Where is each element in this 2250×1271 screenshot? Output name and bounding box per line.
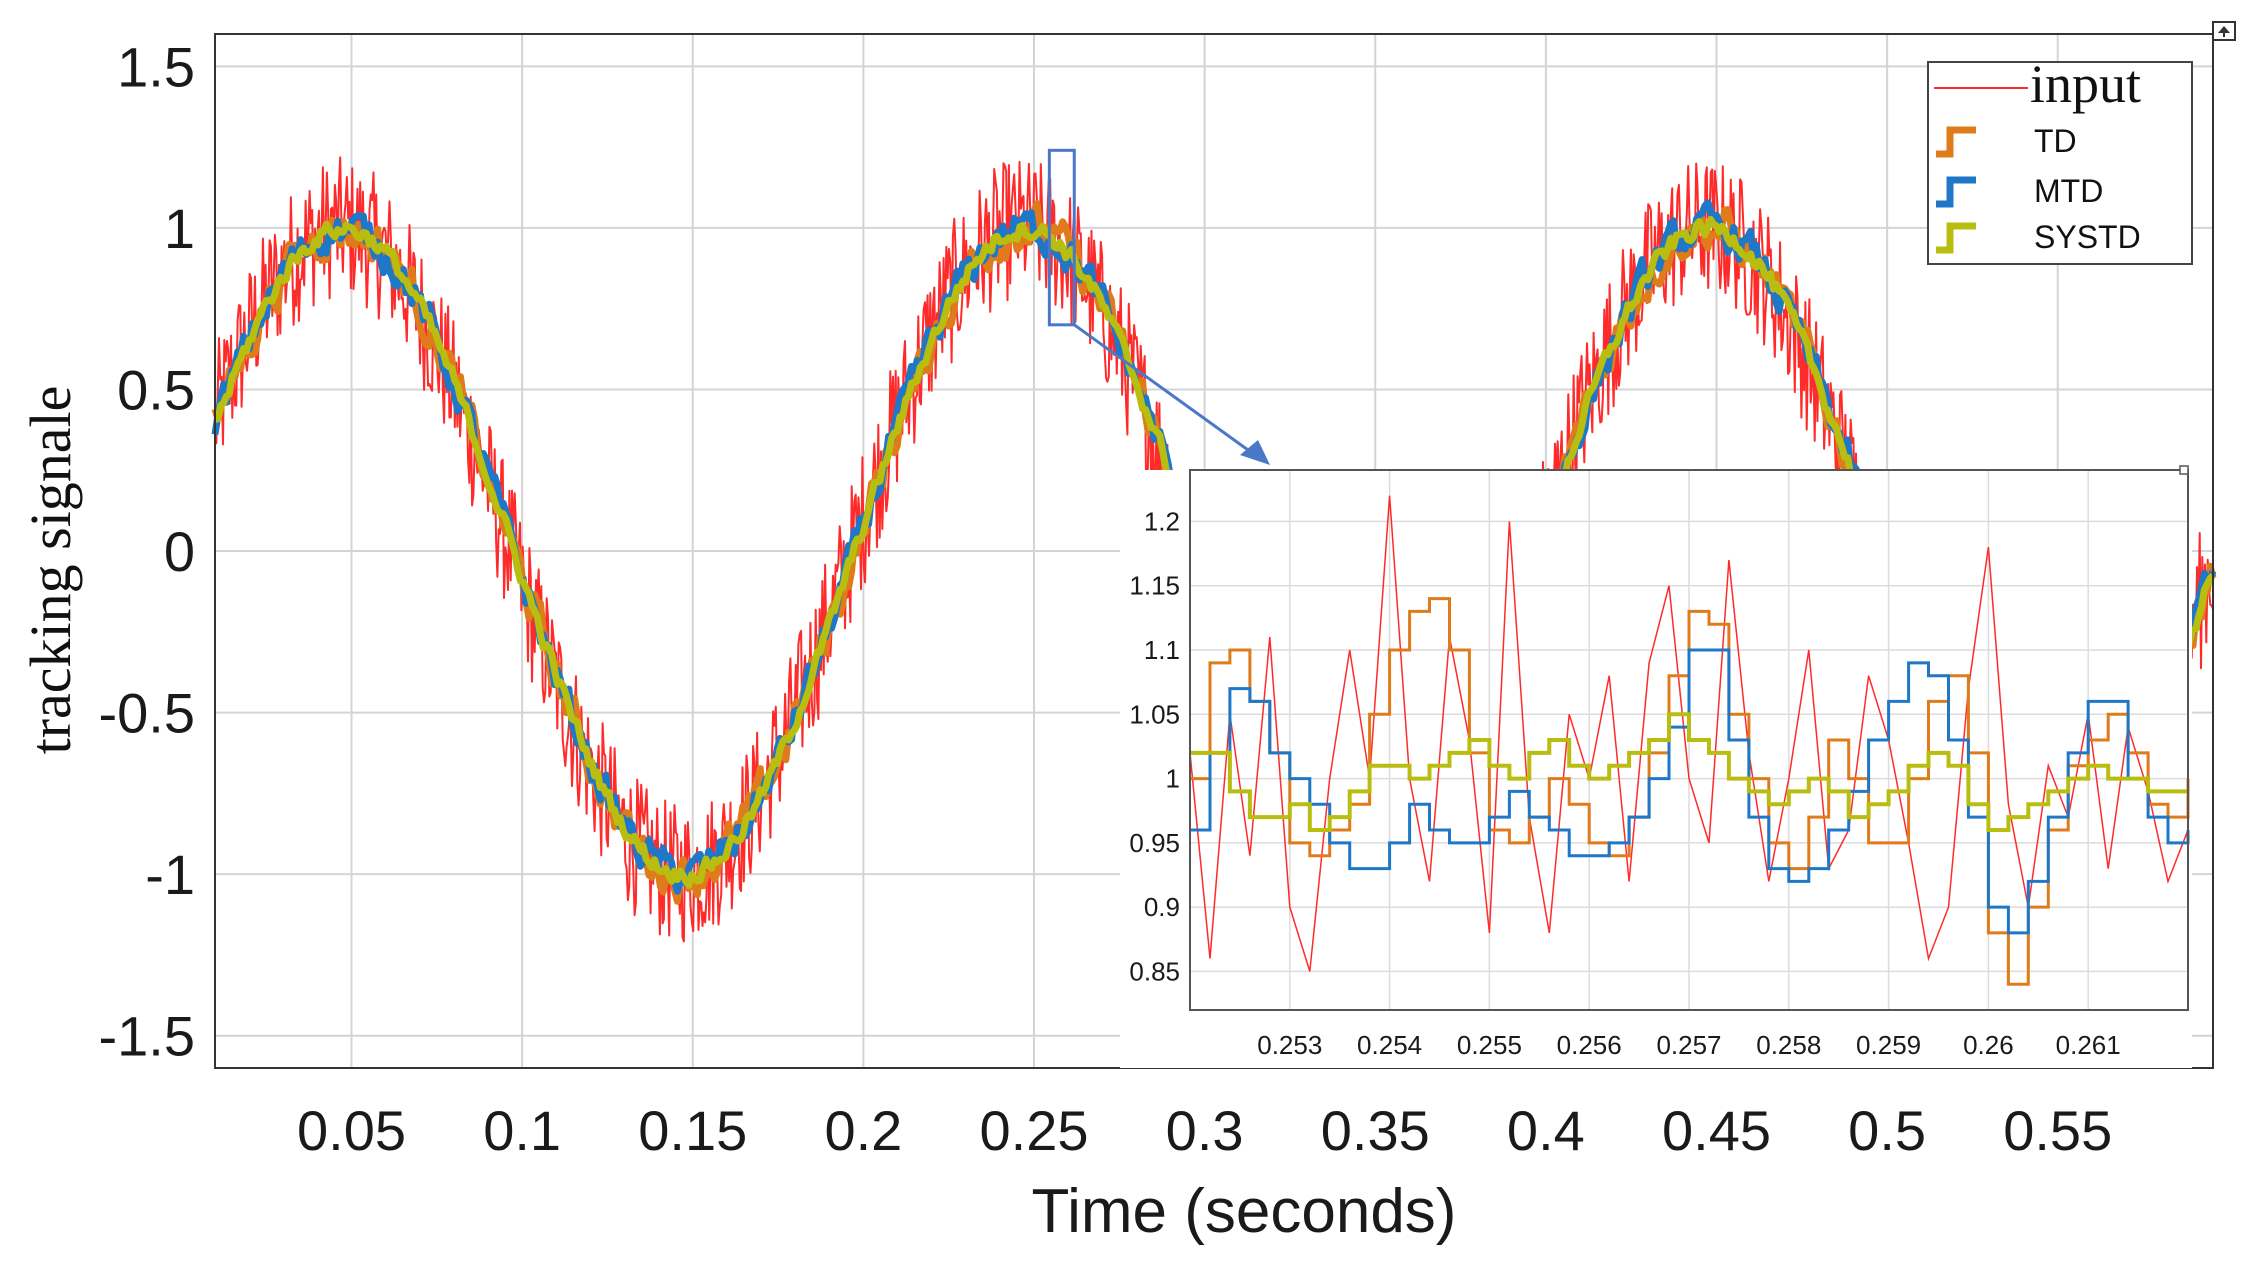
y-tick-label: 0.5 — [117, 358, 195, 421]
x-tick-label: 0.3 — [1166, 1099, 1244, 1162]
legend-label-mtd: MTD — [2034, 173, 2103, 209]
legend-swatch-td — [1936, 126, 1976, 158]
inset-y-tick-label: 0.85 — [1129, 956, 1180, 986]
inset-background — [1120, 470, 2192, 1068]
inset-x-tick-label: 0.257 — [1656, 1030, 1721, 1060]
inset-series-line-systd — [1190, 712, 2188, 832]
y-tick-label: -1.5 — [99, 1005, 196, 1068]
zoom-inset: 0.253 0.254 0.255 0.256 0.257 0.258 0.259 0.26 0… — [1120, 465, 2192, 1068]
legend: input TD MTD SYSTD — [1927, 54, 2193, 265]
zoom-arrowhead-icon — [1240, 440, 1270, 465]
x-tick-label: 0.25 — [979, 1099, 1088, 1162]
y-tick-label: 1.5 — [117, 35, 195, 98]
inset-expand-icon[interactable] — [2179, 465, 2189, 475]
y-tick-label: -1 — [145, 843, 195, 906]
inset-y-tick-label: 0.9 — [1144, 892, 1180, 922]
inset-x-tick-label: 0.254 — [1357, 1030, 1422, 1060]
inset-series-line-input — [1189, 495, 2189, 972]
main-tick-labels: 0.05 0.1 0.15 0.2 0.25 0.3 0.35 0.4 0.45 0.5 0.55 1… — [99, 35, 2113, 1162]
legend-swatch-systd — [1936, 222, 1976, 254]
inset-x-tick-label: 0.253 — [1257, 1030, 1322, 1060]
x-tick-label: 0.5 — [1848, 1099, 1926, 1162]
legend-box — [1927, 61, 2193, 265]
x-tick-label: 0.2 — [824, 1099, 902, 1162]
zoom-arrow — [1073, 323, 1256, 457]
inset-x-tick-label: 0.258 — [1756, 1030, 1821, 1060]
legend-label-td: TD — [2034, 123, 2077, 159]
inset-series-group — [1189, 495, 2190, 986]
inset-series-line-td — [1190, 597, 2190, 986]
legend-swatch-mtd — [1936, 176, 1976, 208]
zoom-region-marker — [1047, 148, 1076, 327]
inset-y-tick-label: 1.2 — [1144, 506, 1180, 536]
y-tick-label: 1 — [164, 197, 195, 260]
x-axis-label: Time (seconds) — [1032, 1177, 1457, 1246]
inset-x-tick-label: 0.261 — [2056, 1030, 2121, 1060]
x-tick-label: 0.4 — [1507, 1099, 1585, 1162]
inset-y-tick-label: 1.05 — [1129, 699, 1180, 729]
y-axis-label: tracking signale — [18, 386, 83, 755]
x-tick-label: 0.1 — [483, 1099, 561, 1162]
legend-label-systd: SYSTD — [2034, 219, 2141, 255]
y-tick-label: -0.5 — [99, 682, 196, 745]
inset-x-tick-label: 0.256 — [1557, 1030, 1622, 1060]
inset-x-tick-label: 0.26 — [1963, 1030, 2014, 1060]
inset-y-tick-label: 1.15 — [1129, 571, 1180, 601]
x-tick-label: 0.05 — [297, 1099, 406, 1162]
inset-series-line-mtd — [1190, 648, 2190, 935]
inset-y-tick-label: 1 — [1166, 764, 1180, 794]
y-tick-label: 0 — [164, 520, 195, 583]
inset-x-tick-label: 0.255 — [1457, 1030, 1522, 1060]
inset-y-tick-label: 0.95 — [1129, 828, 1180, 858]
inset-x-tick-label: 0.259 — [1856, 1030, 1921, 1060]
inset-y-tick-label: 1.1 — [1144, 635, 1180, 665]
figure-expand-icon[interactable] — [2212, 21, 2236, 41]
x-tick-label: 0.35 — [1321, 1099, 1430, 1162]
legend-label-input: input — [2030, 54, 2141, 114]
x-tick-label: 0.55 — [2003, 1099, 2112, 1162]
x-tick-label: 0.15 — [638, 1099, 747, 1162]
inset-tick-labels: 0.253 0.254 0.255 0.256 0.257 0.258 0.259 0.26 0… — [1129, 506, 2120, 1060]
inset-plot-frame — [1189, 469, 2189, 1011]
x-tick-label: 0.45 — [1662, 1099, 1771, 1162]
